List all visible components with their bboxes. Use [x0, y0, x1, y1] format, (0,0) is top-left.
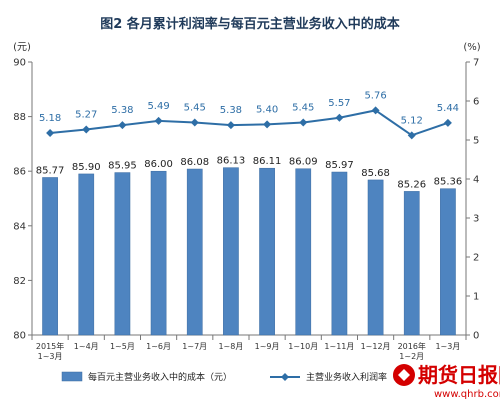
line-value-label: 5.12	[401, 115, 423, 126]
legend-line-label: 主营业务收入利润率（%）	[306, 371, 414, 383]
bar-value-label: 86.11	[253, 156, 282, 167]
legend: 每百元主营业务收入中的成本（元） 主营业务收入利润率（%）	[61, 371, 414, 383]
legend-bar-label: 每百元主营业务收入中的成本（元）	[88, 371, 232, 383]
line-value-label: 5.57	[328, 98, 350, 109]
left-tick-label: 90	[13, 58, 26, 69]
bar	[367, 179, 384, 336]
bar	[42, 177, 58, 336]
bar-value-label: 85.77	[36, 165, 65, 176]
bar	[78, 173, 95, 336]
bar	[186, 168, 203, 336]
x-tick-label: 2016年	[398, 341, 426, 351]
line-value-label: 5.40	[256, 104, 278, 115]
x-tick-label: 1~11月	[324, 342, 354, 351]
bar	[114, 172, 131, 336]
x-tick-label: 1~7月	[182, 342, 207, 351]
bar	[259, 167, 275, 336]
x-tick-label: 1~3月	[435, 342, 460, 351]
x-tick-label: 2015年	[36, 341, 64, 351]
bar-value-label: 85.95	[108, 161, 137, 172]
line-point	[118, 121, 127, 130]
bar-value-label: 86.00	[144, 159, 173, 170]
right-tick-label: 7	[473, 58, 479, 69]
line-value-label: 5.44	[437, 103, 459, 114]
right-tick-label: 1	[473, 292, 479, 303]
right-tick-label: 6	[473, 97, 479, 108]
bar	[295, 168, 312, 336]
right-tick-label: 4	[473, 175, 479, 186]
right-tick-label: 0	[473, 331, 479, 342]
x-tick-label: 1~4月	[74, 342, 99, 351]
bar-value-label: 86.13	[217, 156, 246, 167]
bar-value-label: 85.90	[72, 162, 101, 173]
line-series	[49, 109, 449, 137]
watermark-text: 期货日报网	[418, 363, 500, 387]
left-tick-label: 84	[13, 221, 26, 232]
line-point	[226, 121, 235, 130]
left-axis-unit: (元)	[13, 42, 31, 53]
bar-value-label: 85.97	[325, 160, 354, 171]
x-tick-label: 1~3月	[38, 352, 63, 361]
bar	[223, 167, 239, 336]
line-point	[82, 125, 91, 134]
line-point	[154, 116, 163, 125]
left-tick-label: 82	[13, 276, 26, 287]
legend-bar-swatch	[61, 371, 83, 382]
line-value-label: 5.45	[184, 102, 206, 113]
x-tick-label: 1~8月	[218, 342, 243, 351]
right-tick-label: 5	[473, 136, 479, 147]
x-tick-label: 1~12月	[361, 342, 391, 351]
line-value-label: 5.45	[292, 102, 314, 113]
line-point	[371, 106, 380, 115]
line-value-label: 5.18	[39, 113, 61, 124]
watermark: 期货日报网 www.qhrb.com.cn	[393, 363, 500, 400]
right-tick-label: 2	[473, 253, 479, 264]
line-point	[335, 113, 344, 122]
line-point	[443, 118, 452, 127]
x-tick-label: 1~10月	[288, 342, 318, 351]
x-tick-label: 1~2月	[399, 352, 424, 361]
left-tick-label: 80	[13, 331, 26, 342]
line-value-label: 5.76	[364, 90, 386, 101]
bar-value-label: 86.08	[180, 157, 209, 168]
line-value-label: 5.49	[147, 101, 169, 112]
right-axis-unit: (%)	[463, 42, 480, 53]
bar-value-label: 85.36	[434, 177, 463, 188]
x-tick-label: 1~9月	[255, 342, 280, 351]
x-tick-label: 1~5月	[110, 342, 135, 351]
line-point	[299, 118, 308, 127]
bar	[440, 188, 456, 336]
line-value-label: 5.38	[220, 105, 242, 116]
line-value-label: 5.38	[111, 105, 133, 116]
bar	[331, 171, 348, 336]
legend-line-marker	[281, 373, 289, 381]
bar	[403, 191, 420, 336]
watermark-url: www.qhrb.com.cn	[434, 389, 500, 400]
line-point	[190, 118, 199, 127]
line-value-label: 5.27	[75, 109, 97, 120]
line-point	[407, 131, 416, 140]
bar-value-label: 85.26	[397, 179, 426, 190]
bar-value-label: 86.09	[289, 157, 318, 168]
left-tick-label: 88	[13, 112, 26, 123]
x-tick-label: 1~6月	[146, 342, 171, 351]
watermark-logo-mark	[398, 369, 410, 381]
right-tick-label: 3	[473, 214, 479, 225]
bar	[150, 170, 167, 336]
left-tick-label: 86	[13, 167, 26, 178]
chart-title: 图2 各月累计利润率与每百元主营业务收入中的成本	[100, 16, 400, 32]
line-point	[263, 120, 272, 129]
line-point	[46, 128, 55, 137]
bar-value-label: 85.68	[361, 168, 390, 179]
